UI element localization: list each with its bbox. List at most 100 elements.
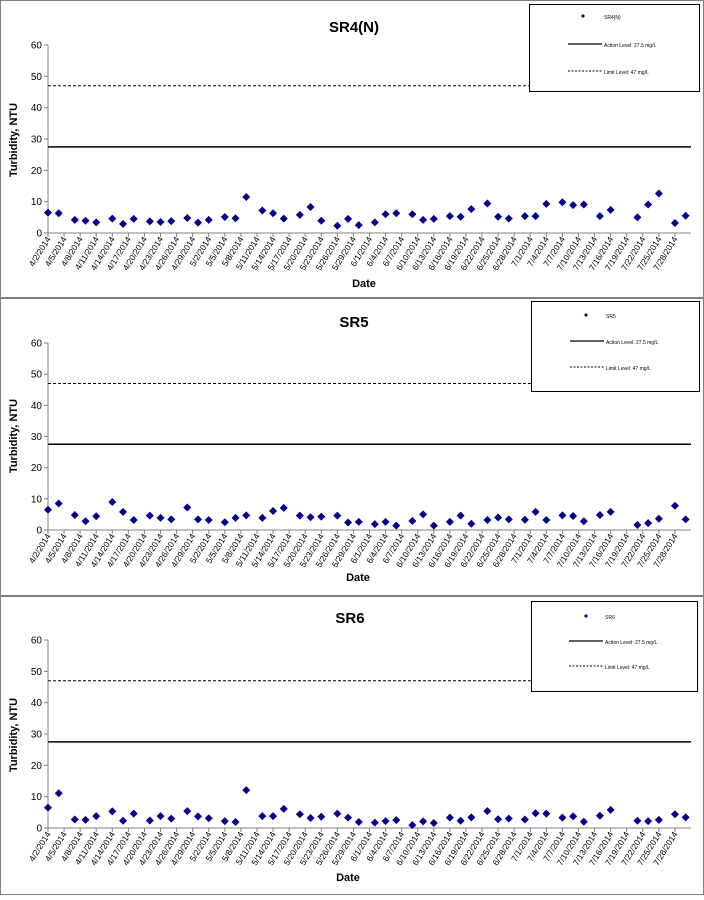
data-point [633, 521, 642, 530]
data-point [279, 214, 288, 223]
data-point [569, 812, 578, 821]
data-point [220, 817, 229, 826]
data-point [44, 803, 52, 812]
data-point [558, 198, 567, 207]
data-point [520, 212, 529, 221]
data-point [317, 512, 326, 521]
data-point [445, 212, 454, 221]
legend-marker-icon [584, 313, 588, 317]
data-point [242, 192, 251, 201]
chart-title: SR6 [335, 610, 364, 627]
y-tick-label: 60 [31, 41, 43, 52]
data-point [654, 514, 663, 523]
data-point [167, 217, 176, 226]
data-point [681, 211, 690, 220]
data-point [456, 511, 465, 520]
data-point [295, 810, 304, 819]
legend: SR6 Action Level: 27.5 mg/L Limit Level:… [531, 601, 698, 692]
data-point [595, 511, 604, 520]
data-point [633, 213, 642, 222]
data-point [129, 214, 138, 223]
data-point [81, 517, 90, 526]
data-point [558, 511, 567, 520]
data-point [579, 517, 588, 526]
data-point [279, 503, 288, 512]
data-point [381, 210, 390, 219]
data-point [429, 521, 438, 530]
data-point [167, 814, 176, 823]
data-point [354, 517, 363, 526]
legend-entry-limit-level: Limit Level: 47 mg/L [605, 665, 650, 671]
legend-entry-limit-level: Limit Level: 47 mg/L [604, 70, 649, 76]
y-tick-label: 0 [36, 526, 42, 537]
data-point [392, 521, 401, 530]
data-point [681, 515, 690, 524]
data-point [504, 515, 513, 524]
data-point [467, 205, 476, 214]
data-point [242, 786, 251, 795]
chart-panel-sr6: SR6 Turbidity, NTU Date 0 10 20 30 40 50 60 4/2… [0, 596, 704, 895]
data-point [579, 817, 588, 826]
data-point [119, 816, 128, 825]
data-point [408, 210, 417, 219]
data-point [644, 519, 653, 528]
chart-sr5: SR5 Turbidity, NTU Date 01020304050604/2… [0, 298, 704, 596]
data-point [520, 815, 529, 824]
data-point [306, 813, 315, 822]
data-point [419, 510, 428, 519]
data-point [606, 205, 615, 214]
data-point [183, 807, 192, 816]
data-point [445, 813, 454, 822]
data-point [44, 208, 52, 217]
data-point [531, 809, 540, 818]
data-point [595, 811, 604, 820]
data-point [467, 813, 476, 822]
data-point [419, 817, 428, 826]
data-point [183, 213, 192, 222]
data-point [279, 804, 288, 813]
data-point [317, 812, 326, 821]
data-point [204, 814, 213, 823]
data-point [370, 520, 379, 529]
data-point [670, 218, 679, 227]
data-point [354, 221, 363, 230]
data-point [167, 515, 176, 524]
data-point [145, 816, 154, 825]
data-point [558, 813, 567, 822]
data-point [295, 210, 304, 219]
data-point [92, 812, 101, 821]
legend-entry-action-level: Action Level: 27.5 mg/L [605, 640, 657, 646]
chart-sr6: SR6 Turbidity, NTU Date 01020304050604/2… [0, 596, 704, 895]
data-point [392, 209, 401, 218]
data-point [81, 815, 90, 824]
data-point [108, 214, 117, 223]
y-tick-label: 20 [31, 761, 43, 772]
data-point [204, 215, 213, 224]
data-point [633, 816, 642, 825]
data-point [429, 214, 438, 223]
legend-entry-limit-level: Limit Level: 47 mg/L [606, 366, 651, 372]
data-point [654, 815, 663, 824]
data-point [579, 200, 588, 209]
data-point [44, 505, 52, 514]
data-point [370, 218, 379, 227]
data-point [381, 517, 390, 526]
data-point [54, 209, 63, 218]
data-point [595, 212, 604, 221]
legend-entry-action-level: Action Level: 27.5 mg/L [604, 43, 656, 49]
data-point [520, 515, 529, 524]
data-point [456, 816, 465, 825]
y-tick-label: 10 [31, 792, 43, 803]
data-point [119, 219, 128, 228]
legend-entry-action-level: Action Level: 27.5 mg/L [606, 340, 658, 346]
data-point [306, 513, 315, 522]
data-point [54, 499, 63, 508]
y-axis-label: Turbidity, NTU [8, 399, 20, 473]
data-point [344, 518, 353, 527]
data-point [317, 216, 326, 225]
data-point [494, 815, 503, 824]
data-point [70, 815, 79, 824]
data-point [333, 221, 342, 230]
data-point [354, 818, 363, 827]
data-point [108, 807, 117, 816]
